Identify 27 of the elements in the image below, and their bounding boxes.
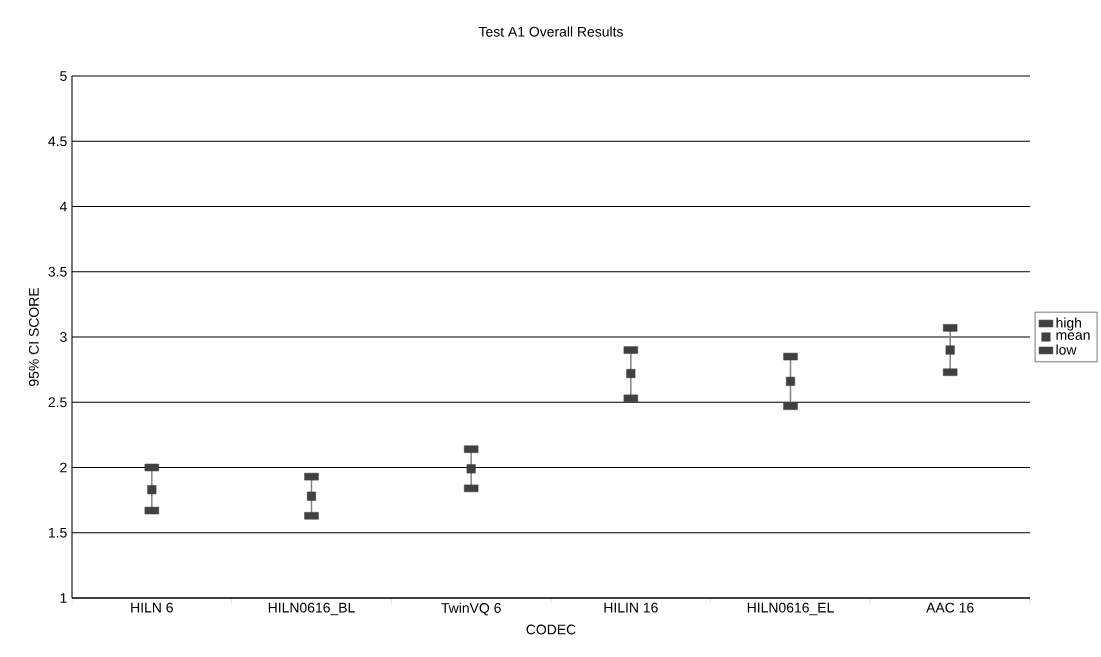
x-tick-label: HILN 6 (131, 602, 173, 613)
y-tick-label: 2 (60, 462, 67, 473)
chart-title: Test A1 Overall Results (478, 26, 623, 37)
y-axis-title: 95% CI SCORE (28, 288, 39, 386)
legend-label: high (1056, 317, 1082, 331)
y-tick-label: 4 (59, 201, 67, 212)
point (147, 485, 157, 495)
point (945, 345, 955, 355)
y-tick-label: 1 (60, 593, 67, 603)
point (626, 369, 636, 379)
y-tick-label: 2.5 (48, 397, 67, 408)
point (306, 491, 317, 501)
x-tick-label: AAC 16 (926, 602, 974, 613)
x-tick-label: TwinVQ 6 (441, 602, 501, 616)
x-tick-label: HILN0616_EL (747, 602, 834, 616)
point (785, 376, 796, 386)
x-tick-label: HILN0616_BL (268, 602, 355, 616)
y-tick-label: 3.5 (48, 266, 67, 277)
y-tick-label: 5 (60, 71, 67, 81)
y-tick-label: 4.5 (48, 136, 67, 147)
legend-label: mean (1056, 332, 1090, 340)
x-axis-title: CODEC (526, 624, 576, 635)
x-tick-label: HILIN 16 (604, 602, 658, 613)
point (466, 464, 476, 474)
y-tick-label: 1.5 (48, 527, 67, 538)
legend-label: low (1056, 344, 1077, 355)
y-tick-label: 3 (60, 332, 67, 342)
